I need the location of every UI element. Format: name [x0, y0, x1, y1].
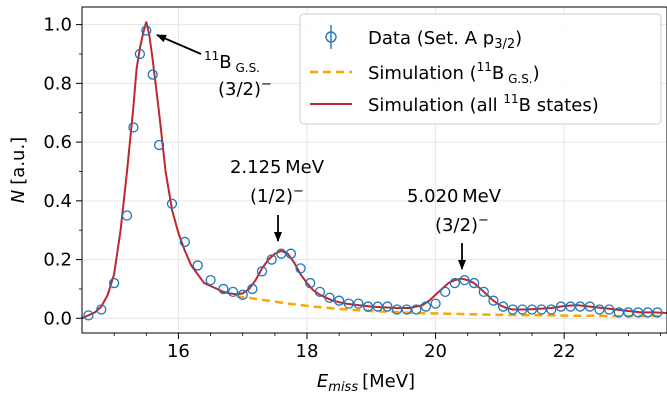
- annotation-2125-energy: 2.125 MeV: [230, 157, 325, 178]
- data-point: [153, 139, 165, 151]
- data-point: [488, 295, 499, 306]
- x-tick-label: 22: [553, 341, 576, 362]
- x-tick-label: 20: [424, 341, 447, 362]
- x-tick-label: 16: [167, 341, 190, 362]
- x-axis-label: Emiss [MeV]: [317, 371, 415, 394]
- legend: Data (Set. A p3/2) Simulation (11B G.S.)…: [299, 13, 662, 125]
- data-point: [420, 301, 432, 312]
- annotation-gs-jp: (3/2)−: [218, 77, 272, 100]
- data-point: [411, 304, 422, 315]
- data-point: [179, 236, 191, 248]
- data-point: [478, 286, 489, 298]
- data-point: [218, 283, 229, 295]
- data-point: [324, 292, 335, 303]
- annotation-2125-jp: (1/2)−: [250, 184, 304, 207]
- data-point: [652, 307, 663, 318]
- y-tick-label: 0.8: [43, 73, 72, 94]
- series-sim-gs-line: [236, 295, 664, 318]
- annotation-5020-energy: 5.020 MeV: [407, 186, 502, 207]
- data-point: [141, 25, 152, 36]
- legend-item-sim-all: Simulation (all 11B states): [310, 92, 599, 116]
- data-point: [353, 298, 364, 309]
- data-point: [166, 198, 178, 209]
- annotation-gs-arrow: [156, 34, 202, 55]
- data-point: [440, 286, 451, 298]
- y-axis-label: N[a.u.]: [8, 137, 29, 203]
- y-tick-label: 0.2: [43, 250, 72, 271]
- annotation-gs-label: 11B G.S.: [204, 49, 260, 75]
- data-point: [256, 266, 268, 277]
- data-point: [83, 310, 94, 321]
- annotation-gs: 11B G.S. (3/2)−: [156, 34, 272, 100]
- data-point: [459, 274, 470, 286]
- data-point: [295, 263, 306, 274]
- axes-frame: [81, 6, 667, 334]
- data-point: [285, 248, 297, 259]
- data-point: [134, 48, 146, 60]
- data-point: [594, 304, 605, 315]
- legend-item-sim-gs: Simulation (11B G.S.): [310, 60, 540, 86]
- data-point: [121, 210, 133, 221]
- annotation-5020-jp: (3/2)−: [435, 213, 489, 236]
- annotation-2125: 2.125 MeV (1/2)−: [230, 157, 325, 242]
- data-point: [468, 277, 480, 289]
- data-point: [96, 304, 107, 315]
- data-point: [603, 304, 615, 315]
- axis-ticks: 16 18 20 22 0.0 0.2 0.4 0.6 0.8 1.0: [43, 15, 661, 362]
- y-tick-label: 0.6: [43, 132, 72, 153]
- data-point: [305, 277, 316, 289]
- data-point: [497, 301, 509, 312]
- legend-data-marker: [325, 31, 337, 43]
- data-point: [192, 260, 203, 271]
- x-tick-label: 18: [296, 341, 319, 362]
- data-point: [227, 286, 239, 298]
- legend-data-label: Data (Set. A p3/2): [368, 28, 522, 52]
- plot-series: [81, 21, 667, 321]
- legend-sim-all-label: Simulation (all 11B states): [368, 92, 599, 116]
- legend-item-data: Data (Set. A p3/2): [325, 25, 522, 52]
- data-point: [247, 283, 258, 295]
- y-tick-label: 0.0: [43, 308, 72, 329]
- data-point: [147, 69, 158, 80]
- legend-box: [299, 13, 662, 125]
- data-point: [128, 122, 139, 133]
- data-point: [333, 295, 345, 306]
- data-point: [382, 301, 393, 312]
- data-point: [546, 304, 557, 315]
- data-point: [430, 298, 441, 309]
- legend-sim-gs-label: Simulation (11B G.S.): [368, 60, 540, 86]
- data-point: [108, 277, 120, 289]
- data-point: [205, 274, 216, 286]
- y-tick-label: 0.4: [43, 191, 72, 212]
- data-point: [266, 254, 277, 265]
- data-point: [314, 286, 326, 298]
- data-point: [584, 301, 596, 312]
- y-tick-label: 1.0: [43, 15, 72, 36]
- data-point: [237, 289, 248, 300]
- annotation-5020: 5.020 MeV (3/2)−: [407, 186, 502, 270]
- data-point: [449, 277, 461, 289]
